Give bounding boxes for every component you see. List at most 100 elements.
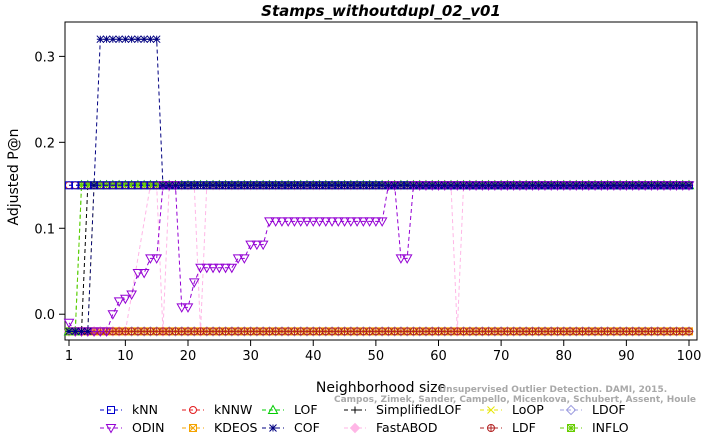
data-point-odin — [232, 254, 244, 264]
series-line-inflo — [69, 184, 689, 332]
data-point-cof — [660, 181, 668, 190]
data-point-odin — [376, 217, 388, 227]
data-point-cof — [328, 181, 336, 190]
data-point-cof — [127, 35, 136, 44]
data-point-cof — [102, 35, 111, 44]
data-point-odin — [370, 217, 382, 227]
data-point-cof — [108, 35, 117, 44]
legend-marker-loop — [487, 406, 495, 414]
y-axis-title: Adjusted P@n — [6, 128, 22, 225]
data-point-cof — [234, 181, 242, 190]
data-point-odin — [226, 263, 238, 274]
data-point-cof — [616, 181, 624, 190]
data-point-cof — [196, 181, 205, 190]
data-point-cof — [534, 181, 543, 190]
data-point-odin — [257, 240, 269, 251]
data-point-cof — [115, 35, 123, 44]
data-point-cof — [215, 181, 224, 190]
data-point-odin — [245, 240, 256, 251]
data-point-knn — [121, 181, 130, 190]
data-point-odin — [395, 254, 407, 264]
data-point-cof — [472, 181, 480, 190]
legend-label-ldof: LDOF — [592, 402, 626, 417]
data-point-odin — [345, 217, 357, 227]
data-point-odin — [138, 268, 150, 279]
data-point-cof — [209, 181, 217, 190]
data-point-cof — [566, 181, 574, 190]
data-point-cof — [378, 181, 386, 190]
legend-item-inflo: INFLO — [560, 420, 629, 434]
data-point-knn — [127, 181, 136, 190]
legend-label-loop: LoOP — [512, 402, 544, 417]
plot-frame — [64, 21, 698, 341]
y-tick-label: 0.2 — [34, 136, 55, 151]
data-point-cof — [572, 181, 581, 190]
series-cof — [65, 35, 693, 336]
data-point-odin — [176, 303, 188, 313]
data-point-cof — [96, 35, 105, 44]
data-point-cof — [465, 181, 474, 190]
legend-item-knnw: kNNW — [182, 402, 252, 417]
data-point-cof — [453, 181, 462, 190]
data-point-odin — [314, 217, 325, 227]
data-point-cof — [303, 181, 311, 190]
data-point-knn — [146, 181, 155, 190]
legend-marker-odin — [105, 424, 117, 434]
legend-item-odin: ODIN — [100, 420, 165, 434]
legend-item-simplifiedlof: SimplifiedLOF — [344, 402, 462, 417]
data-point-odin — [295, 217, 307, 227]
series-line-fastabod — [69, 184, 689, 332]
legend: kNN kNNW LOF SimplifiedLOF LoOP LDOF ODIN KDEOS… — [100, 402, 629, 434]
data-point-cof — [321, 181, 330, 190]
data-point-cof — [359, 181, 368, 190]
data-point-knn — [108, 181, 117, 190]
data-point-cof — [71, 327, 80, 336]
data-point-cof — [484, 181, 493, 190]
data-point-cof — [635, 181, 643, 190]
data-point-odin — [182, 303, 194, 313]
data-point-cof — [447, 181, 455, 190]
legend-label-odin: ODIN — [132, 420, 165, 434]
x-tick-label: 30 — [242, 349, 259, 364]
data-point-cof — [509, 181, 518, 190]
data-point-cof — [491, 181, 499, 190]
legend-marker-fastabod — [349, 422, 361, 434]
legend-item-knn: kNN — [100, 402, 158, 417]
data-point-odin — [320, 217, 332, 227]
data-point-cof — [609, 181, 618, 190]
data-point-cof — [434, 181, 443, 190]
legend-label-knn: kNN — [132, 402, 158, 417]
series-line-odin — [68, 184, 689, 332]
data-point-cof — [290, 181, 299, 190]
legend-label-lof: LOF — [294, 402, 318, 417]
legend-label-fastabod: FastABOD — [376, 420, 438, 434]
data-point-cof — [65, 327, 73, 336]
legend-marker-simplifiedlof — [351, 406, 359, 414]
data-point-cof — [353, 181, 361, 190]
chart-title: Stamps_withoutdupl_02_v01 — [261, 2, 501, 20]
legend-item-ldf: LDF — [480, 420, 536, 434]
data-point-odin — [207, 263, 219, 274]
data-point-odin — [101, 327, 112, 337]
data-point-cof — [603, 181, 612, 190]
data-point-cof — [415, 181, 424, 190]
legend-marker-knn — [107, 406, 115, 414]
data-point-cof — [90, 181, 98, 190]
data-point-odin — [270, 217, 282, 227]
x-tick-label: 100 — [677, 349, 702, 364]
x-axis-title: Neighborhood size — [316, 380, 446, 396]
data-point-odin — [132, 268, 144, 279]
data-point-cof — [365, 181, 374, 190]
data-point-cof — [547, 181, 556, 190]
x-tick-label: 60 — [430, 349, 447, 364]
series-ldf — [65, 327, 694, 336]
data-point-odin — [151, 254, 163, 264]
x-tick-label: 40 — [305, 349, 322, 364]
watermark-line-2: Campos, Zimek, Sander, Campello, Micenko… — [334, 395, 696, 405]
data-point-cof — [641, 181, 650, 190]
data-point-cof — [340, 181, 349, 190]
data-point-cof — [503, 181, 512, 190]
data-point-cof — [591, 181, 599, 190]
data-point-cof — [184, 181, 192, 190]
